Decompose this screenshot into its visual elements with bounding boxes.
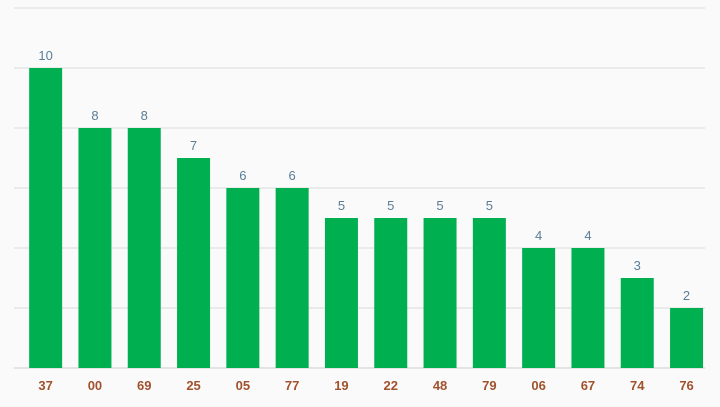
x-tick-label-76: 76 (679, 378, 693, 393)
x-tick-label-25: 25 (186, 378, 200, 393)
x-tick-label-69: 69 (137, 378, 151, 393)
x-tick-label-74: 74 (630, 378, 645, 393)
value-label-76: 2 (683, 288, 690, 303)
value-label-06: 4 (535, 228, 542, 243)
bar-00[interactable] (78, 128, 112, 368)
bar-74[interactable] (620, 278, 654, 368)
value-label-22: 5 (387, 198, 394, 213)
bar-77[interactable] (275, 188, 309, 368)
value-label-74: 3 (634, 258, 641, 273)
x-tick-label-48: 48 (433, 378, 447, 393)
x-tick-labels: 37 00 69 25 05 77 19 22 48 79 06 67 74 76 (38, 378, 693, 393)
value-label-05: 6 (239, 168, 246, 183)
value-label-77: 6 (289, 168, 296, 183)
x-tick-label-67: 67 (581, 378, 595, 393)
value-label-25: 7 (190, 138, 197, 153)
bar-76[interactable] (670, 308, 704, 368)
x-tick-label-22: 22 (384, 378, 398, 393)
value-label-00: 8 (91, 108, 98, 123)
bar-37[interactable] (29, 68, 63, 368)
bar-69[interactable] (127, 128, 161, 368)
bar-06[interactable] (522, 248, 556, 368)
value-label-67: 4 (584, 228, 591, 243)
value-labels: 10 8 8 7 6 6 5 5 5 5 4 4 3 2 (38, 48, 690, 303)
bar-22[interactable] (374, 218, 408, 368)
bar-79[interactable] (472, 218, 506, 368)
x-tick-label-06: 06 (531, 378, 545, 393)
x-tick-label-79: 79 (482, 378, 496, 393)
bar-05[interactable] (226, 188, 260, 368)
bar-67[interactable] (571, 248, 605, 368)
value-label-69: 8 (141, 108, 148, 123)
value-label-19: 5 (338, 198, 345, 213)
bar-19[interactable] (324, 218, 358, 368)
x-tick-label-19: 19 (334, 378, 348, 393)
x-tick-label-37: 37 (38, 378, 52, 393)
bars (29, 68, 704, 368)
bar-48[interactable] (423, 218, 457, 368)
value-label-48: 5 (436, 198, 443, 213)
value-label-79: 5 (486, 198, 493, 213)
bar-25[interactable] (177, 158, 211, 368)
x-tick-label-05: 05 (236, 378, 250, 393)
value-label-37: 10 (38, 48, 52, 63)
x-tick-label-77: 77 (285, 378, 299, 393)
x-tick-label-00: 00 (88, 378, 102, 393)
